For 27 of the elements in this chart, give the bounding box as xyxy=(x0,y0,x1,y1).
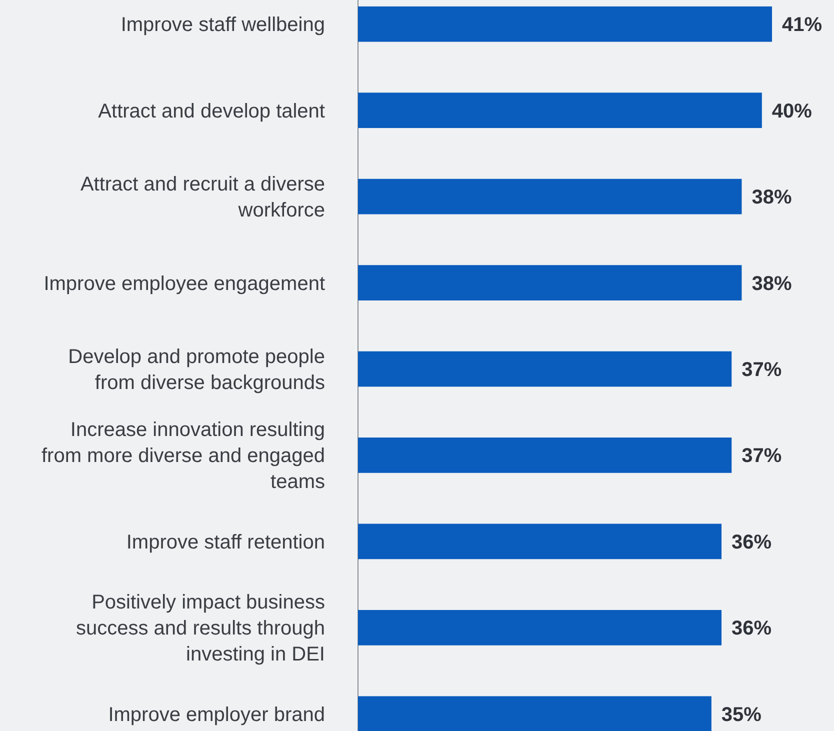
bar xyxy=(358,696,712,731)
bar xyxy=(358,265,742,300)
y-tick-label: Increase innovation resulting from more diverse and engaged teams xyxy=(42,419,325,494)
data-label: 41% xyxy=(782,14,822,36)
bar xyxy=(358,610,722,646)
data-label: 36% xyxy=(732,618,772,640)
y-tick-label: Improve employee engagement xyxy=(44,272,326,295)
data-label: 37% xyxy=(742,359,782,381)
y-tick-label: Attract and develop talent xyxy=(98,100,326,122)
y-tick-label: Improve staff wellbeing xyxy=(120,14,325,36)
bar xyxy=(358,438,732,473)
data-label: 38% xyxy=(752,272,792,295)
bar xyxy=(358,6,772,42)
y-tick-label: Attract and recruit a diverse workforce xyxy=(80,174,325,222)
y-tick-label: Improve employer brand xyxy=(108,704,325,726)
bar xyxy=(358,351,732,387)
bar xyxy=(358,524,722,560)
y-tick-label: Positively impact business success and results through investing in DEI xyxy=(76,592,325,666)
bar xyxy=(358,178,742,214)
data-label: 38% xyxy=(752,186,792,209)
data-label: 36% xyxy=(732,531,772,554)
data-label: 35% xyxy=(721,704,762,726)
bar xyxy=(358,92,762,128)
y-tick-label: Develop and promote people from diverse backgrounds xyxy=(68,346,325,394)
data-label: 40% xyxy=(772,100,812,122)
data-label: 37% xyxy=(742,445,782,468)
y-tick-label: Improve staff retention xyxy=(126,531,325,554)
